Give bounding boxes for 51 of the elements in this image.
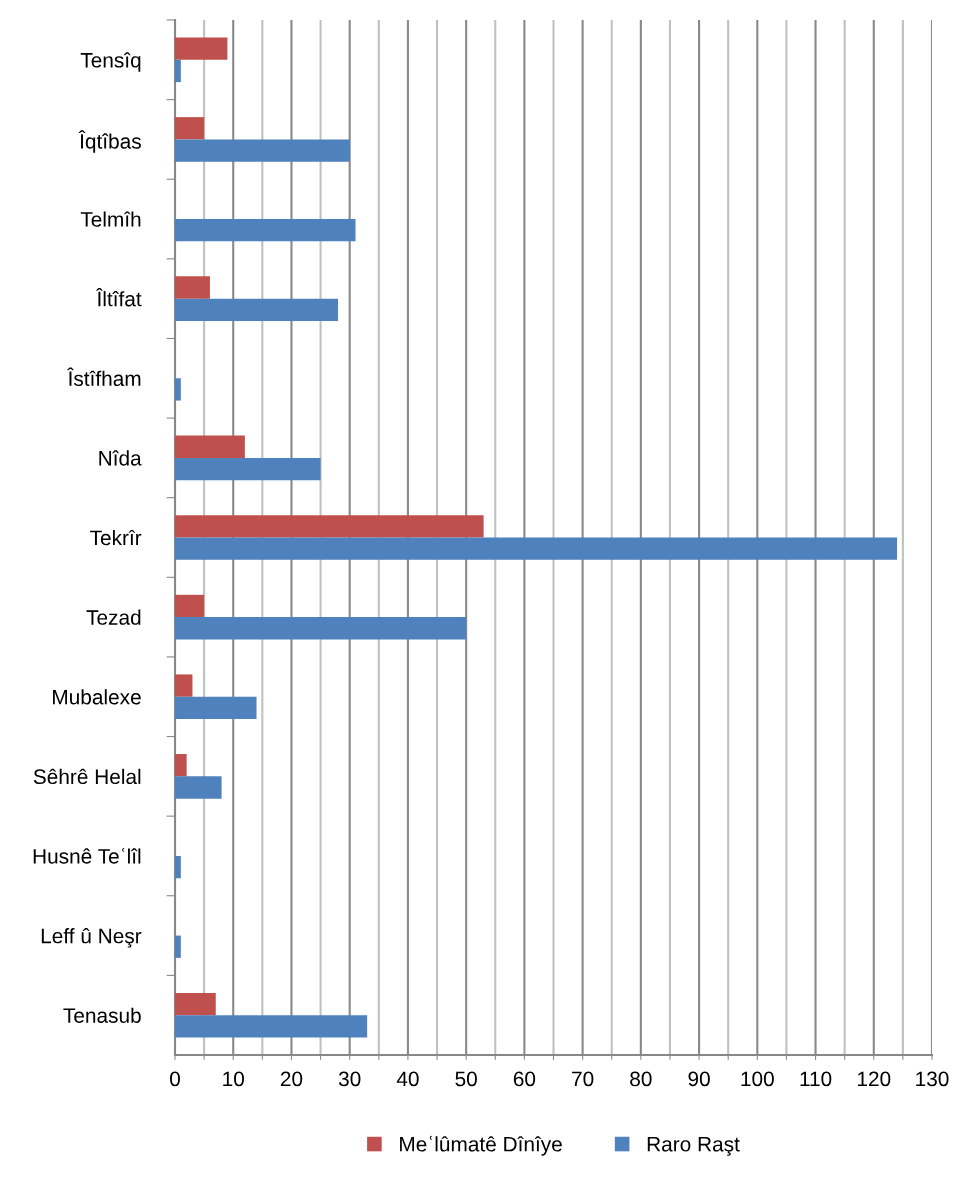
y-tick-label: Leff û Neşr <box>41 927 142 948</box>
bar <box>175 117 205 140</box>
x-tick-label: 50 <box>455 1071 477 1087</box>
x-tick-label: 90 <box>688 1071 710 1087</box>
y-tick-label: Tekrîr <box>90 529 142 546</box>
bar <box>175 617 467 640</box>
bar <box>175 59 181 83</box>
bar <box>175 594 205 618</box>
bar <box>175 537 898 560</box>
bar <box>175 219 356 242</box>
legend-label: Raro Raşt <box>647 1137 740 1156</box>
x-tick-label: 130 <box>916 1071 949 1087</box>
x-tick-label: 100 <box>741 1071 774 1087</box>
x-tick-label: 60 <box>513 1071 536 1087</box>
bar <box>175 139 350 162</box>
bar <box>175 696 257 720</box>
x-tick-label: 30 <box>338 1071 361 1087</box>
bar <box>175 276 210 299</box>
x-tick-label: 110 <box>800 1071 832 1087</box>
x-tick-label: 20 <box>280 1071 303 1087</box>
x-tick-label: 70 <box>572 1071 594 1087</box>
x-tick-label: 10 <box>223 1071 244 1087</box>
y-tick-label: Îstîfham <box>67 367 141 387</box>
bar <box>175 515 484 538</box>
y-tick-label: Husnê Teʿlîl <box>33 848 141 864</box>
bar <box>175 674 193 697</box>
x-tick-label: 120 <box>857 1071 891 1087</box>
bar <box>175 37 228 60</box>
y-tick-label: Nîda <box>99 450 142 466</box>
y-tick-label: Îltîfat <box>96 287 142 307</box>
bar <box>175 1015 368 1038</box>
bar <box>175 935 181 958</box>
bar <box>175 992 216 1016</box>
bar <box>175 776 222 799</box>
bar <box>175 435 245 458</box>
y-tick-label: Sêhrê Helal <box>33 768 141 785</box>
bar <box>175 754 187 777</box>
y-tick-label: Tezad <box>86 609 141 625</box>
x-tick-label: 80 <box>630 1071 652 1087</box>
x-tick-label: 40 <box>396 1071 419 1087</box>
x-tick-label: 0 <box>170 1071 180 1087</box>
bar <box>175 855 181 879</box>
bar <box>175 298 339 321</box>
legend-label: Meʿlûmatê Dînîye <box>400 1135 562 1156</box>
y-tick-label: Mubalexe <box>53 689 141 705</box>
bar <box>175 378 181 401</box>
y-tick-label: Tenasub <box>63 1007 141 1023</box>
y-tick-label: Telmîh <box>80 211 141 227</box>
bar <box>175 457 321 481</box>
y-tick-label: Tensîq <box>80 52 141 72</box>
y-tick-label: Îqtîbas <box>78 130 141 153</box>
